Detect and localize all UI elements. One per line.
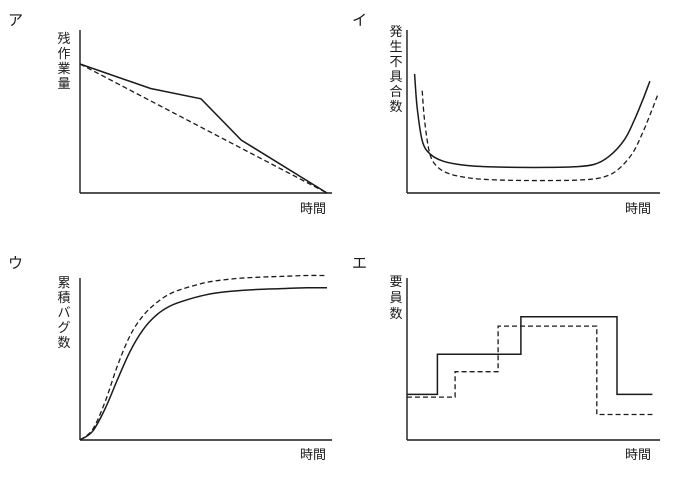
panel-e-plot <box>407 315 653 416</box>
panel-u-label: ウ <box>8 254 23 272</box>
panel-a: ア 残作業量 時間 <box>8 11 332 217</box>
panel-i-y-axis-label-char: 数 <box>389 100 402 115</box>
panel-u-y-axis-label-char: 積 <box>57 291 70 306</box>
panel-e-series-solid-line <box>407 315 653 396</box>
panel-i-y-axis-label: 発生不具合数 <box>389 25 402 115</box>
panel-e-series-dashed-line <box>407 325 653 416</box>
panel-i-y-axis-label-char: 発 <box>389 25 402 40</box>
panel-a-y-axis-label-char: 業 <box>57 61 70 77</box>
panel-i-y-axis-label-char: 具 <box>389 70 402 85</box>
panel-u-y-axis-label-char: 累 <box>57 276 70 291</box>
panel-e: エ 要員数 時間 <box>352 254 660 463</box>
panel-u-y-axis-label-char: 数 <box>57 336 70 351</box>
panel-i-series-solid-line <box>413 73 651 169</box>
panel-i: イ 発生不具合数 時間 <box>352 11 660 217</box>
panel-i-label: イ <box>352 11 367 29</box>
panel-i-series-dashed-line <box>421 90 659 182</box>
panel-u-y-axis-label: 累積バグ数 <box>57 276 70 351</box>
panel-u-y-axis-label-char: グ <box>57 321 70 336</box>
panel-u-series-dashed-line <box>79 274 328 441</box>
panel-a-label: ア <box>8 11 23 29</box>
panel-u-y-axis-label-char: バ <box>57 306 70 321</box>
panel-e-label: エ <box>352 254 367 272</box>
panel-e-y-axis-label: 要員数 <box>389 275 402 322</box>
panel-e-y-axis-label-char: 員 <box>389 291 402 306</box>
panel-e-y-axis-label-char: 数 <box>389 307 402 322</box>
panel-i-x-axis-label: 時間 <box>625 202 651 217</box>
panel-a-x-axis-label: 時間 <box>300 202 326 217</box>
panel-u-plot <box>79 274 328 441</box>
panel-i-y-axis-label-char: 生 <box>389 40 402 55</box>
panel-a-series-dashed-line <box>79 63 328 194</box>
panel-u-x-axis-label: 時間 <box>300 448 326 463</box>
panel-i-y-axis-label-char: 不 <box>389 55 402 70</box>
panel-u-series-solid-line <box>79 286 328 441</box>
panel-a-series-solid-line <box>79 63 328 194</box>
panel-i-plot <box>413 73 659 182</box>
panel-u: ウ 累積バグ数 時間 <box>8 254 332 463</box>
panel-e-x-axis-label: 時間 <box>625 448 651 463</box>
panel-a-y-axis-label-char: 作 <box>57 47 70 62</box>
panel-i-y-axis-label-char: 合 <box>389 85 402 100</box>
panel-a-y-axis-label-char: 量 <box>57 77 70 92</box>
panel-a-y-axis-label: 残作業量 <box>57 32 70 92</box>
panel-a-plot <box>79 63 328 194</box>
panel-a-y-axis-label-char: 残 <box>57 32 70 47</box>
panel-e-y-axis-label-char: 要 <box>389 275 402 290</box>
